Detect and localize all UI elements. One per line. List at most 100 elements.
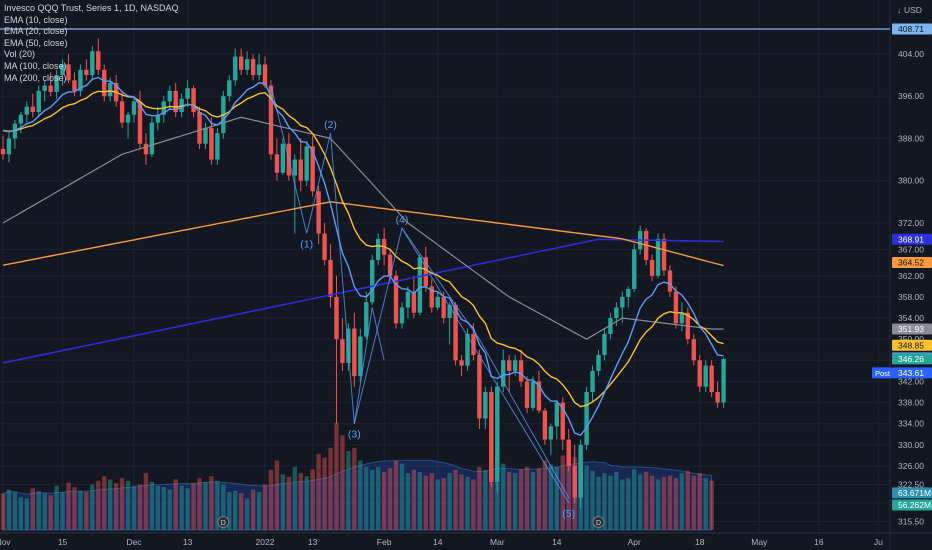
candle-90 <box>536 370 542 414</box>
wave-label-3: (3) <box>348 429 361 441</box>
volume-bar-72 <box>429 473 434 530</box>
volume-bar-14 <box>84 492 89 530</box>
indicator-ema20[interactable]: EMA (20, close) <box>4 26 68 37</box>
volume-bar-113 <box>673 478 679 530</box>
volume-bar-92 <box>548 464 554 530</box>
candle-body-23 <box>137 101 143 144</box>
candle-body-51 <box>304 146 309 181</box>
indicator-ma100[interactable]: MA (100, close) <box>4 60 67 71</box>
indicator-vol20[interactable]: Vol (20) <box>4 49 36 60</box>
candle-body-97 <box>578 444 583 498</box>
candle-body-94 <box>560 402 565 440</box>
candle-body-102 <box>608 318 613 334</box>
candle-body-56 <box>334 296 339 340</box>
candle-body-3 <box>18 114 24 124</box>
dividend-marker-1: D <box>592 516 605 528</box>
candle-body-26 <box>155 114 161 123</box>
candle-85 <box>506 355 512 393</box>
volume-bar-102 <box>608 475 613 530</box>
candle-body-71 <box>423 257 429 287</box>
candle-67 <box>399 302 405 329</box>
volume-bar-81 <box>483 470 488 530</box>
candle-96 <box>572 444 577 503</box>
candle-4 <box>24 101 30 123</box>
volume-bar-112 <box>667 475 673 530</box>
volume-bar-29 <box>173 479 178 530</box>
candle-body-10 <box>60 64 65 76</box>
volume-bar-100 <box>596 476 601 530</box>
candle-20 <box>119 90 125 128</box>
time-tick-8: Mar <box>490 537 505 547</box>
candle-17 <box>102 64 107 102</box>
volume-bar-51 <box>304 476 309 530</box>
time-tick-1: 15 <box>58 537 68 547</box>
candle-119 <box>709 360 714 398</box>
price-tick-11: 342.00 <box>898 376 924 386</box>
candle-6 <box>36 85 41 118</box>
candle-body-70 <box>417 257 423 313</box>
candle-body-9 <box>54 75 59 92</box>
candle-68 <box>405 286 411 319</box>
price-axis[interactable]: 404.00 396.00 388.00 380.00 372.00 367.00 362.… <box>898 49 924 527</box>
price-tick-8: 354.00 <box>898 313 924 323</box>
candle-50 <box>298 138 303 192</box>
volume-bar-89 <box>530 471 536 530</box>
candle-29 <box>173 82 178 118</box>
volume-bar-77 <box>459 474 464 530</box>
volume-bar-45 <box>268 470 274 530</box>
volume-bar-117 <box>697 473 702 530</box>
candle-body-54 <box>322 233 327 260</box>
candle-42 <box>250 53 256 81</box>
volume-bar-43 <box>256 492 262 530</box>
candle-body-35 <box>209 127 214 160</box>
price-label-bg-4 <box>892 339 932 351</box>
candle-body-89 <box>530 381 536 408</box>
candle-120 <box>715 381 720 408</box>
indicator-ma200[interactable]: MA (200, close) <box>4 72 67 83</box>
currency-arrow-icon[interactable]: ↓ <box>897 6 901 15</box>
volume-bar-67 <box>399 463 405 530</box>
time-tick-0: Nov <box>0 537 11 547</box>
candle-98 <box>584 386 589 451</box>
volume-bar-39 <box>233 490 238 530</box>
candle-40 <box>239 48 244 76</box>
candle-body-57 <box>340 339 345 363</box>
price-label-8: 63.671M <box>892 487 932 499</box>
volume-bar-24 <box>143 473 149 530</box>
symbol-title[interactable]: Invesco QQQ Trust, Series 1, 1D, NASDAQ <box>4 3 179 13</box>
candle-15 <box>90 45 95 81</box>
candle-body-43 <box>256 64 262 76</box>
volume-bar-9 <box>54 485 59 530</box>
candle-body-84 <box>501 360 506 387</box>
price-label-bg-9 <box>892 499 932 511</box>
candle-95 <box>566 428 571 472</box>
candle-46 <box>274 138 280 181</box>
dividend-circle-1 <box>592 516 605 528</box>
volume-bar-19 <box>113 483 119 530</box>
volume-bar-66 <box>393 460 399 530</box>
indicator-ema10[interactable]: EMA (10, close) <box>4 14 68 25</box>
candle-8 <box>48 72 53 97</box>
candle-70 <box>417 254 423 316</box>
candle-body-80 <box>477 355 482 419</box>
candle-body-74 <box>441 296 446 319</box>
candle-7 <box>42 80 47 102</box>
candle-86 <box>512 355 518 377</box>
price-tick-3: 380.00 <box>898 176 924 186</box>
candle-62 <box>370 254 375 305</box>
price-tick-16: 322.50 <box>898 479 924 489</box>
volume-bar-11 <box>66 482 71 530</box>
volume-bar-27 <box>161 487 166 530</box>
volume-bar-53 <box>316 454 321 530</box>
candle-24 <box>143 133 149 165</box>
candle-body-41 <box>244 59 250 70</box>
candle-32 <box>191 85 196 118</box>
volume-bar-84 <box>501 463 506 530</box>
price-label-3: 351.93 <box>892 323 932 335</box>
volume-bar-115 <box>685 470 691 530</box>
indicator-ema50[interactable]: EMA (50, close) <box>4 37 68 48</box>
candle-body-95 <box>566 439 571 466</box>
candle-body-82 <box>489 392 494 482</box>
time-axis[interactable]: Nov 15 Dec 13 2022 13 Feb 14 Mar 14 Apr 18 May 16 Ju <box>0 537 883 547</box>
